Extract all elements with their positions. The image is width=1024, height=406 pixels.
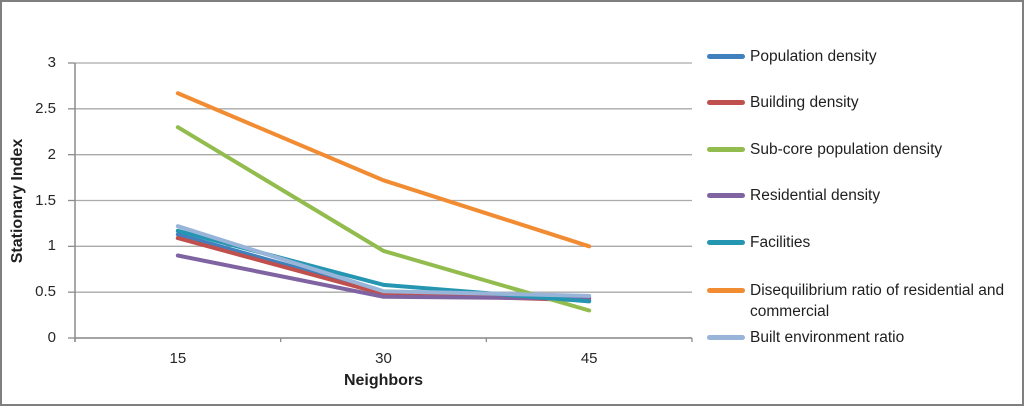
series-line bbox=[175, 91, 592, 249]
x-tick-label: 15 bbox=[169, 350, 187, 367]
series-line bbox=[175, 125, 592, 313]
x-tick-label: 45 bbox=[580, 350, 598, 367]
x-axis-title: Neighbors bbox=[343, 372, 424, 389]
series-line bbox=[175, 253, 592, 301]
x-tick-label: 30 bbox=[375, 350, 392, 367]
y-tick-label: 1.5 bbox=[35, 191, 56, 209]
y-tick-label: 0 bbox=[47, 329, 56, 346]
y-tick-label: 0.5 bbox=[35, 283, 56, 301]
y-tick-label: 2 bbox=[47, 145, 56, 163]
series-line bbox=[175, 224, 592, 298]
y-tick-label: 2.5 bbox=[35, 99, 56, 117]
y-tick-label: 3 bbox=[47, 54, 56, 71]
y-tick-label: 1 bbox=[47, 237, 56, 255]
